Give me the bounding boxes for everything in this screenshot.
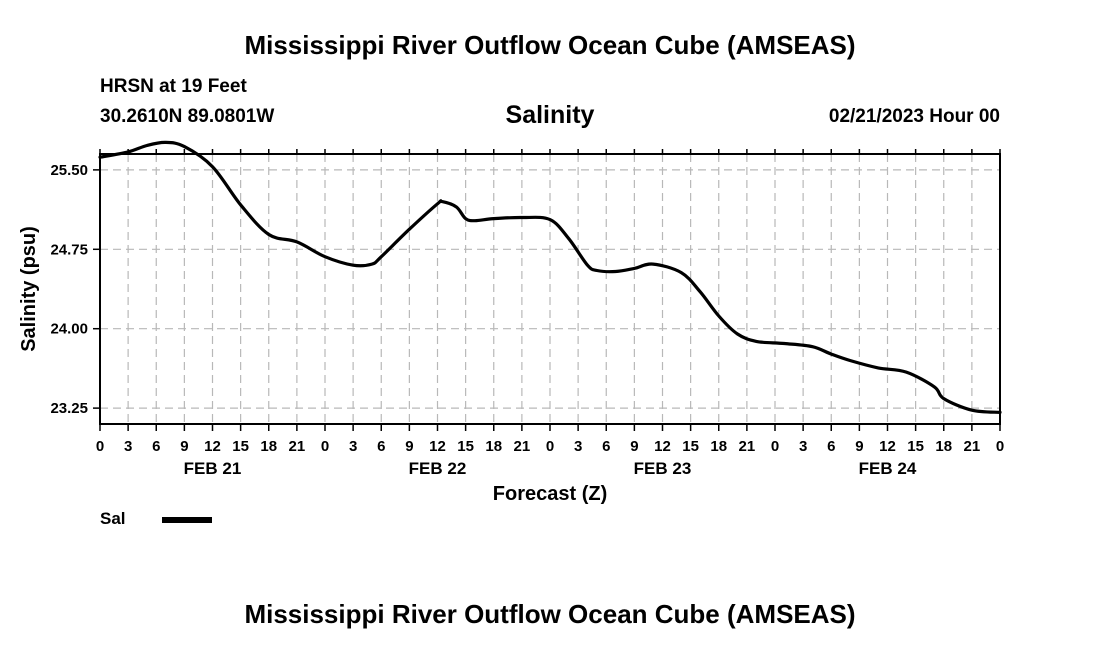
x-tick-label: 12 [879, 438, 896, 455]
x-tick-label: 15 [907, 438, 924, 455]
plot-title: Salinity [505, 101, 595, 129]
x-tick-label: 6 [377, 438, 385, 455]
x-tick-label: 18 [935, 438, 952, 455]
x-tick-label: 21 [289, 438, 306, 455]
x-day-label: FEB 23 [634, 459, 692, 478]
y-axis-label: Salinity (psu) [18, 226, 40, 352]
x-tick-label: 3 [799, 438, 807, 455]
x-tick-label: 21 [514, 438, 531, 455]
x-tick-label: 0 [96, 438, 104, 455]
x-tick-label: 9 [630, 438, 638, 455]
x-tick-label: 0 [771, 438, 779, 455]
coordinates-label: 30.2610N 89.0801W [100, 106, 275, 127]
x-tick-label: 3 [574, 438, 582, 455]
x-tick-label: 0 [996, 438, 1004, 455]
x-tick-label: 6 [827, 438, 835, 455]
x-tick-label: 3 [124, 438, 132, 455]
legend-label: Sal [100, 509, 126, 528]
x-tick-label: 6 [602, 438, 610, 455]
y-tick-label: 24.00 [50, 321, 88, 338]
x-tick-label: 18 [260, 438, 277, 455]
grid-lines [100, 154, 1000, 424]
x-tick-label: 21 [739, 438, 756, 455]
forecast-date-label: 02/21/2023 Hour 00 [828, 106, 1000, 127]
series-layer [98, 140, 1002, 414]
axis-ticks: 0 3 6 9 12 15 18 21 0 3 6 9 12 15 18 21 0 3 6 9 12 15 18 21 0 3 6 9… [50, 149, 1004, 478]
x-tick-label: 18 [710, 438, 727, 455]
x-tick-label: 9 [180, 438, 188, 455]
x-tick-label: 18 [485, 438, 502, 455]
x-tick-label: 0 [321, 438, 329, 455]
y-tick-label: 25.50 [50, 162, 88, 179]
x-tick-label: 12 [204, 438, 221, 455]
y-tick-label: 24.75 [50, 241, 88, 258]
x-tick-label: 15 [232, 438, 249, 455]
x-axis-label: Forecast (Z) [493, 483, 607, 505]
x-day-label: FEB 24 [859, 459, 917, 478]
station-label: HRSN at 19 Feet [100, 76, 247, 97]
x-tick-label: 12 [654, 438, 671, 455]
x-tick-label: 12 [429, 438, 446, 455]
x-tick-label: 21 [964, 438, 981, 455]
x-tick-label: 6 [152, 438, 160, 455]
chart-main-title: Mississippi River Outflow Ocean Cube (AM… [244, 30, 856, 60]
legend-swatch [162, 517, 212, 523]
x-tick-label: 9 [855, 438, 863, 455]
x-day-label: FEB 22 [409, 459, 467, 478]
x-day-label: FEB 21 [184, 459, 242, 478]
x-tick-label: 9 [405, 438, 413, 455]
y-tick-label: 23.25 [50, 400, 88, 417]
chart-footer-title: Mississippi River Outflow Ocean Cube (AM… [244, 599, 856, 629]
x-tick-label: 3 [349, 438, 357, 455]
x-tick-label: 0 [546, 438, 554, 455]
series-line-sal [98, 140, 1002, 414]
x-tick-label: 15 [457, 438, 474, 455]
x-tick-label: 15 [682, 438, 699, 455]
